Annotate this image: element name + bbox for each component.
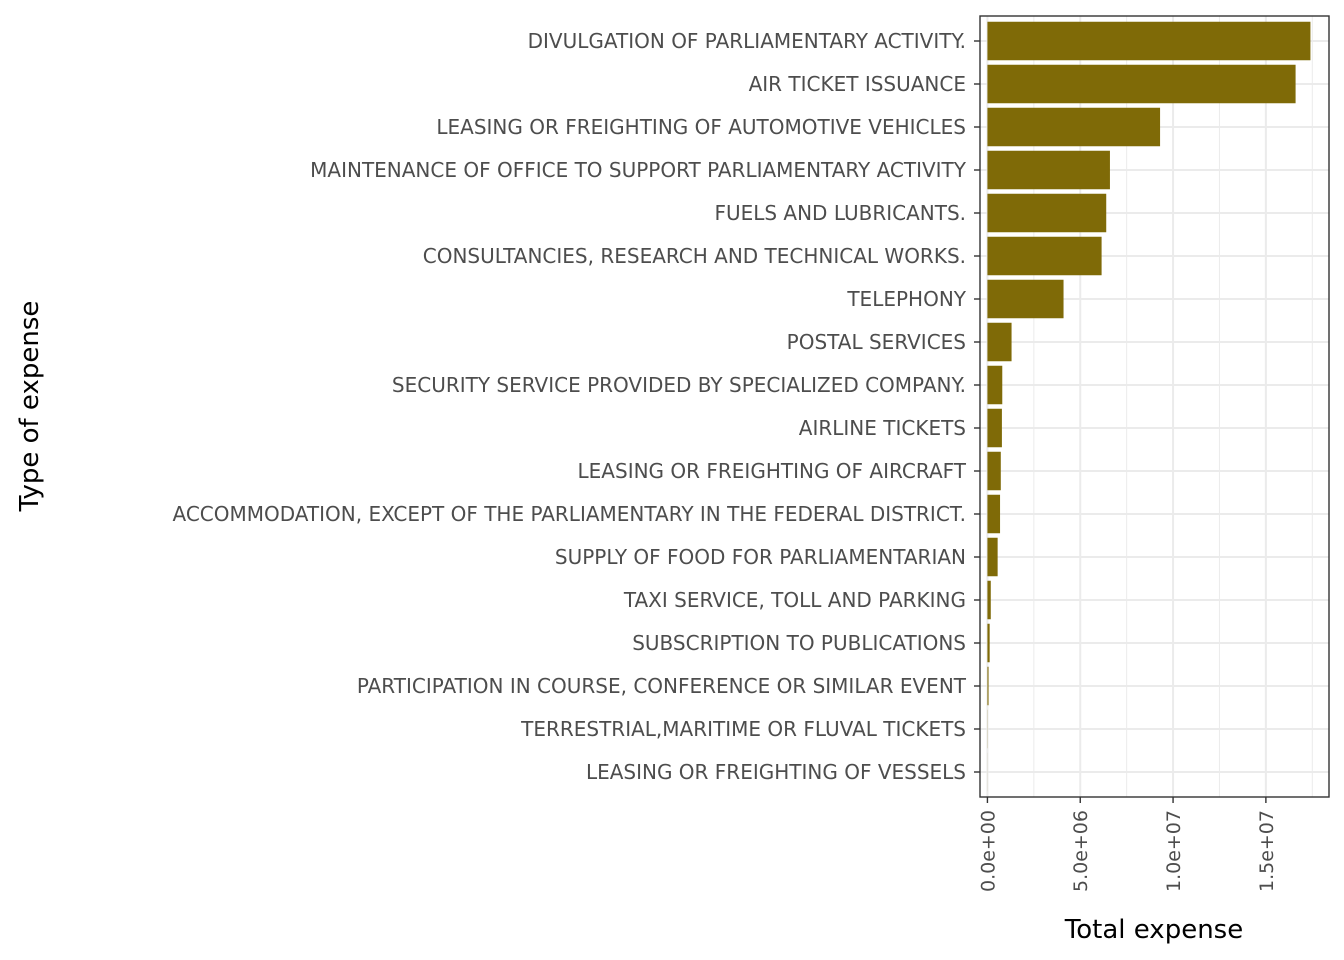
- category-label: FUELS AND LUBRICANTS.: [714, 201, 966, 225]
- category-label: LEASING OR FREIGHTING OF VESSELS: [586, 760, 966, 784]
- bar: [987, 408, 1002, 448]
- category-label: LEASING OR FREIGHTING OF AIRCRAFT: [578, 459, 967, 483]
- bar: [987, 580, 991, 620]
- category-label: AIR TICKET ISSUANCE: [749, 72, 966, 96]
- bar: [987, 193, 1107, 233]
- x-tick-label: 1.5e+07: [1256, 810, 1278, 892]
- category-label: SECURITY SERVICE PROVIDED BY SPECIALIZED…: [392, 373, 966, 397]
- category-label: MAINTENANCE OF OFFICE TO SUPPORT PARLIAM…: [310, 158, 967, 182]
- x-axis-title: Total expense: [1064, 915, 1243, 945]
- bar: [987, 494, 1001, 534]
- bar: [987, 64, 1296, 104]
- category-label: ACCOMMODATION, EXCEPT OF THE PARLIAMENTA…: [173, 502, 967, 526]
- category-label: SUPPLY OF FOOD FOR PARLIAMENTARIAN: [555, 545, 966, 569]
- bar: [987, 623, 990, 663]
- bar: [987, 21, 1311, 61]
- category-label: DIVULGATION OF PARLIAMENTARY ACTIVITY.: [528, 29, 966, 53]
- x-tick-label: 0.0e+00: [977, 810, 999, 892]
- y-axis: DIVULGATION OF PARLIAMENTARY ACTIVITY. AI…: [173, 29, 980, 784]
- bar: [987, 150, 1110, 190]
- category-label: TERRESTRIAL,MARITIME OR FLUVAL TICKETS: [520, 717, 966, 741]
- category-label: PARTICIPATION IN COURSE, CONFERENCE OR S…: [357, 674, 967, 698]
- bar: [987, 365, 1003, 405]
- category-label: AIRLINE TICKETS: [799, 416, 966, 440]
- bar: [987, 451, 1001, 491]
- bar: [987, 537, 998, 577]
- category-label: LEASING OR FREIGHTING OF AUTOMOTIVE VEHI…: [436, 115, 966, 139]
- bars: [987, 21, 1311, 792]
- category-label: TAXI SERVICE, TOLL AND PARKING: [623, 588, 966, 612]
- x-tick-label: 1.0e+07: [1163, 810, 1185, 892]
- bar: [987, 279, 1064, 319]
- x-axis: 0.0e+00 5.0e+06 1.0e+07 1.5e+07: [977, 797, 1278, 892]
- bar: [987, 107, 1161, 147]
- category-label: POSTAL SERVICES: [787, 330, 966, 354]
- category-label: TELEPHONY: [846, 287, 966, 311]
- category-label: CONSULTANCIES, RESEARCH AND TECHNICAL WO…: [423, 244, 966, 268]
- bar: [987, 666, 989, 706]
- bar: [987, 236, 1102, 276]
- plot-border: [979, 15, 1330, 798]
- y-axis-title: Type of expense: [15, 301, 45, 513]
- category-label: SUBSCRIPTION TO PUBLICATIONS: [632, 631, 966, 655]
- x-tick-label: 5.0e+06: [1070, 810, 1092, 892]
- bar: [987, 322, 1012, 362]
